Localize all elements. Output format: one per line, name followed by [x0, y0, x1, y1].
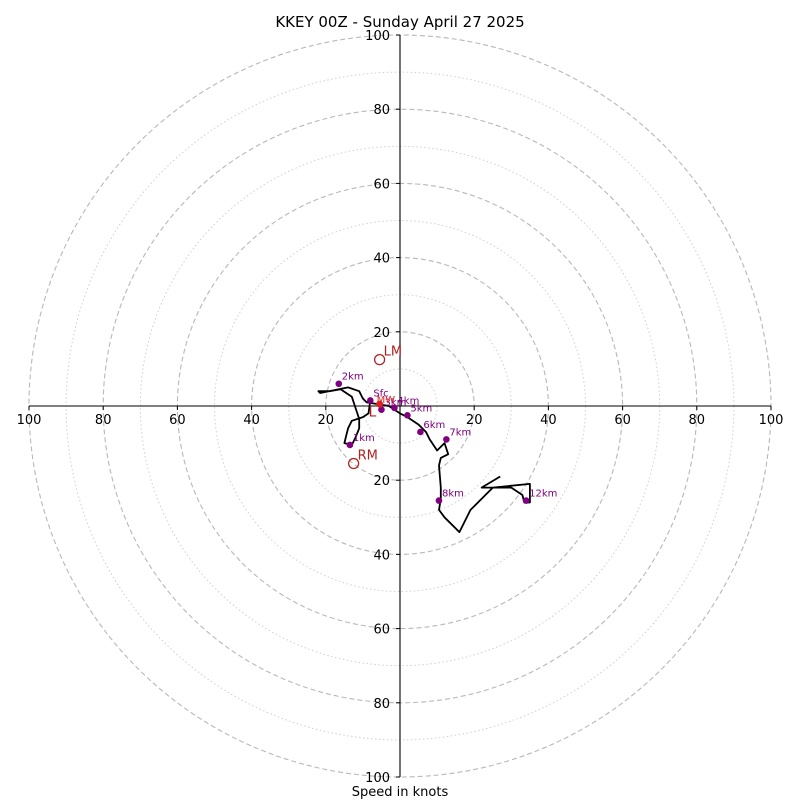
- height-marker-label: 1km: [353, 433, 375, 444]
- height-marker-label: 8km: [442, 489, 464, 500]
- x-tick-label: 20: [466, 413, 483, 428]
- y-tick-label: 80: [373, 103, 390, 118]
- y-tick-label: 80: [373, 697, 390, 712]
- mean-wind-label: MW: [377, 395, 396, 406]
- chart-title: KKEY 00Z - Sunday April 27 2025: [275, 13, 524, 31]
- height-marker-point: [417, 428, 424, 436]
- x-tick-label: 100: [17, 413, 42, 428]
- x-tick-label: 20: [318, 413, 335, 428]
- height-marker-point: [346, 441, 354, 449]
- x-tick-label: 60: [169, 413, 186, 428]
- y-tick-label: 20: [373, 326, 390, 341]
- height-marker-point: [435, 497, 443, 504]
- height-marker-point: [335, 380, 343, 388]
- y-tick-label: 40: [373, 252, 390, 267]
- y-tick-label: 100: [365, 771, 390, 786]
- height-marker-label: 4km: [397, 396, 419, 407]
- height-marker-point: [522, 497, 530, 504]
- x-tick-label: 80: [95, 413, 112, 428]
- x-tick-label: 60: [614, 413, 631, 428]
- storm-motion-label: LM: [384, 345, 402, 360]
- mean-wind-point: [376, 400, 384, 408]
- x-tick-label: 40: [243, 413, 260, 428]
- storm-motion-markers: LM RM MWL: [347, 345, 402, 470]
- height-marker-point: [443, 436, 450, 443]
- x-axis-label: Speed in knots: [352, 785, 449, 800]
- height-marker-point: [367, 397, 374, 404]
- x-tick-label: 40: [540, 413, 557, 428]
- tick-labels: 100 80 60 40 20 20 40 60 80 100 100 80 60 40 20 20 40 60 8…: [17, 29, 784, 786]
- axes: [29, 35, 771, 777]
- height-marker-label: 2km: [342, 372, 364, 383]
- y-tick-label: 20: [373, 474, 390, 489]
- height-marker-label: 6km: [423, 420, 445, 431]
- y-tick-label: 60: [373, 177, 390, 192]
- critical-marker-label: L: [368, 405, 376, 421]
- height-marker-label: 7km: [449, 427, 471, 438]
- storm-motion-point: [347, 457, 360, 470]
- height-marker-point: [404, 411, 411, 419]
- y-tick-label: 60: [373, 623, 390, 638]
- height-marker-point: [391, 404, 398, 412]
- y-tick-label: 100: [365, 29, 390, 44]
- height-marker-label: 12km: [529, 489, 557, 500]
- x-tick-label: 80: [689, 413, 706, 428]
- storm-motion-label: RM: [358, 449, 378, 464]
- storm-motion-point: [373, 353, 386, 366]
- y-tick-label: 40: [373, 548, 390, 563]
- height-marker-label: 3km: [384, 398, 406, 409]
- height-marker-point: [378, 406, 385, 414]
- height-marker-label: 5km: [410, 403, 432, 414]
- height-marker-label: Sfc: [373, 388, 388, 399]
- x-tick-label: 100: [759, 413, 784, 428]
